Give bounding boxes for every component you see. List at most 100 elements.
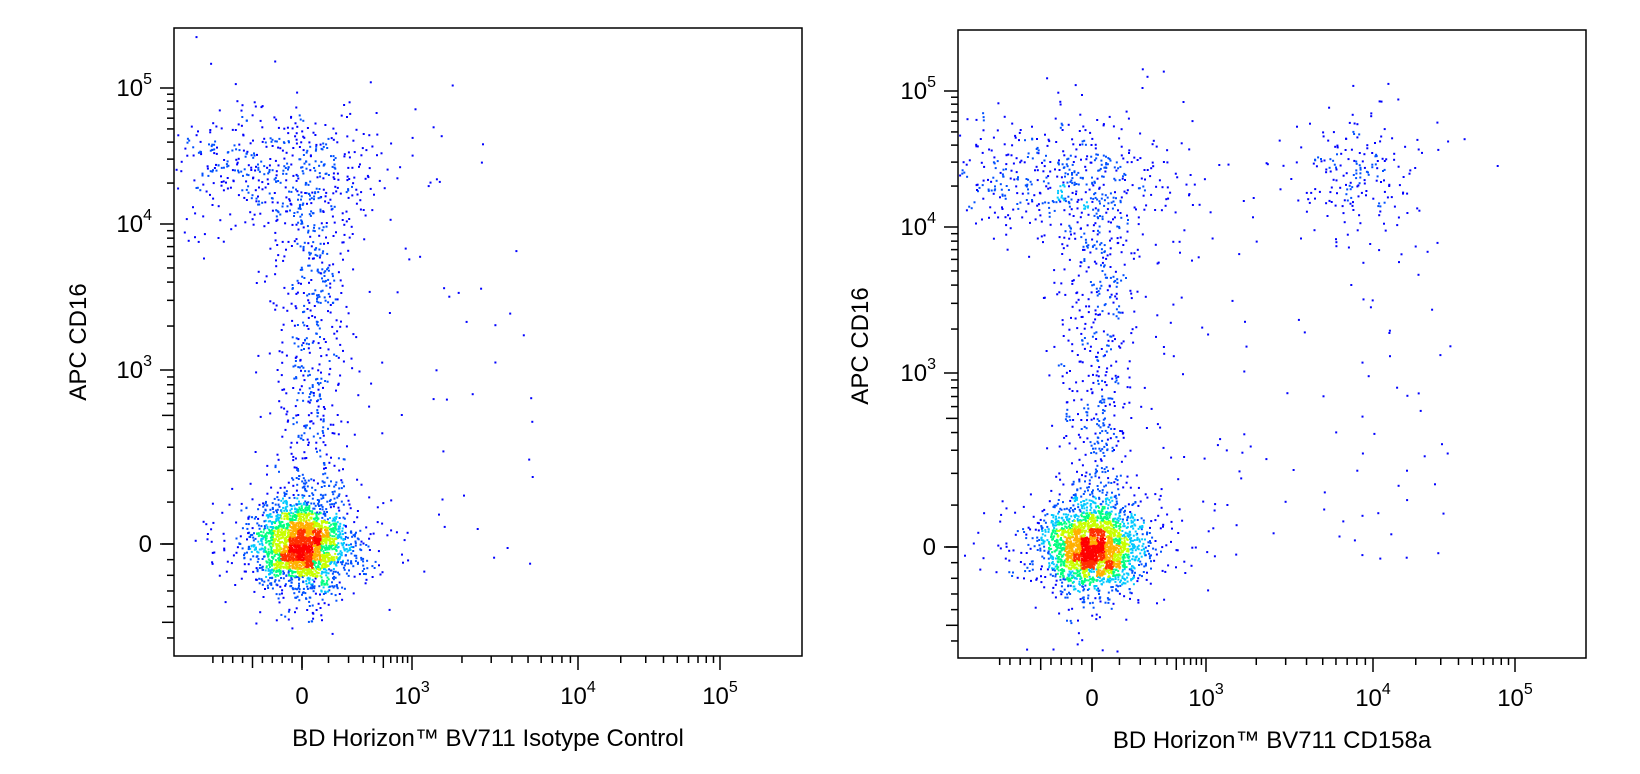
data-point <box>298 556 301 559</box>
data-point <box>1065 522 1068 525</box>
data-point <box>304 487 307 490</box>
data-point <box>302 509 305 512</box>
data-point <box>322 188 325 191</box>
data-point <box>288 567 291 570</box>
data-point <box>1141 533 1144 536</box>
data-point <box>267 516 270 519</box>
data-point <box>274 231 277 234</box>
data-point <box>308 401 311 404</box>
data-point <box>1115 558 1118 561</box>
data-point <box>245 199 248 201</box>
data-point <box>352 546 355 549</box>
data-point <box>293 557 296 560</box>
data-point <box>1056 533 1058 535</box>
data-point <box>345 572 348 575</box>
data-point <box>300 166 303 169</box>
data-point <box>1116 544 1119 547</box>
data-point <box>258 186 260 189</box>
data-point <box>297 519 300 522</box>
data-point <box>1073 523 1076 526</box>
data-point <box>312 536 315 539</box>
data-point <box>206 167 209 170</box>
data-point <box>316 546 319 549</box>
data-point <box>319 508 322 510</box>
data-point <box>319 542 322 545</box>
data-point <box>326 565 328 568</box>
data-point <box>297 525 300 527</box>
data-point <box>277 535 280 538</box>
data-point <box>346 536 349 539</box>
data-point <box>338 556 341 559</box>
data-point <box>283 491 286 494</box>
data-point <box>257 179 260 182</box>
data-point <box>240 577 243 580</box>
data-point <box>264 533 267 536</box>
data-point <box>289 555 292 558</box>
data-point <box>298 543 301 546</box>
data-point <box>316 511 319 514</box>
data-point <box>341 241 344 244</box>
data-point <box>1105 517 1108 520</box>
data-point <box>255 197 258 200</box>
data-point <box>205 190 208 193</box>
data-point <box>209 131 212 134</box>
data-point <box>1079 572 1082 575</box>
data-point <box>296 324 299 326</box>
data-point <box>293 514 296 517</box>
data-point <box>316 296 319 299</box>
data-point <box>342 559 344 562</box>
data-point <box>333 497 336 500</box>
data-point <box>241 527 244 530</box>
data-point <box>298 146 301 148</box>
data-point <box>282 556 285 559</box>
data-point <box>406 531 409 534</box>
data-point <box>299 532 301 535</box>
data-point <box>457 291 460 294</box>
y-tick-label: 0 <box>139 531 152 558</box>
data-point <box>234 224 237 227</box>
data-point <box>275 265 278 268</box>
data-point <box>1061 581 1064 584</box>
data-point <box>298 500 300 503</box>
data-point <box>305 509 308 512</box>
data-point <box>271 508 274 510</box>
data-point <box>335 528 338 531</box>
data-point <box>271 552 274 555</box>
data-point <box>288 549 291 552</box>
data-point <box>480 287 483 290</box>
data-point <box>1070 533 1073 536</box>
data-point <box>1123 573 1126 576</box>
data-point <box>292 522 295 525</box>
data-point <box>257 203 260 206</box>
data-point <box>282 536 285 539</box>
data-point <box>316 499 319 501</box>
data-point <box>247 191 250 194</box>
data-point <box>277 529 280 532</box>
data-point <box>296 291 299 294</box>
data-point <box>306 569 309 572</box>
data-point <box>333 562 336 565</box>
data-point <box>340 420 343 423</box>
data-point <box>1060 572 1063 575</box>
data-point <box>1100 519 1103 522</box>
data-point <box>303 553 306 556</box>
data-point <box>236 163 239 166</box>
data-point <box>316 377 319 380</box>
data-point <box>311 584 314 587</box>
data-point <box>311 341 314 344</box>
data-point <box>328 525 331 528</box>
data-point <box>321 430 324 432</box>
data-point <box>1081 507 1084 510</box>
data-point <box>276 565 279 568</box>
data-point <box>207 174 210 177</box>
data-point <box>304 192 307 194</box>
data-point <box>326 252 329 255</box>
data-point <box>243 196 246 199</box>
data-point <box>295 558 298 561</box>
data-point <box>276 561 279 563</box>
data-point <box>298 537 301 540</box>
data-point <box>287 535 290 538</box>
data-point <box>1040 581 1043 584</box>
data-point <box>250 545 253 548</box>
data-point <box>284 506 287 509</box>
